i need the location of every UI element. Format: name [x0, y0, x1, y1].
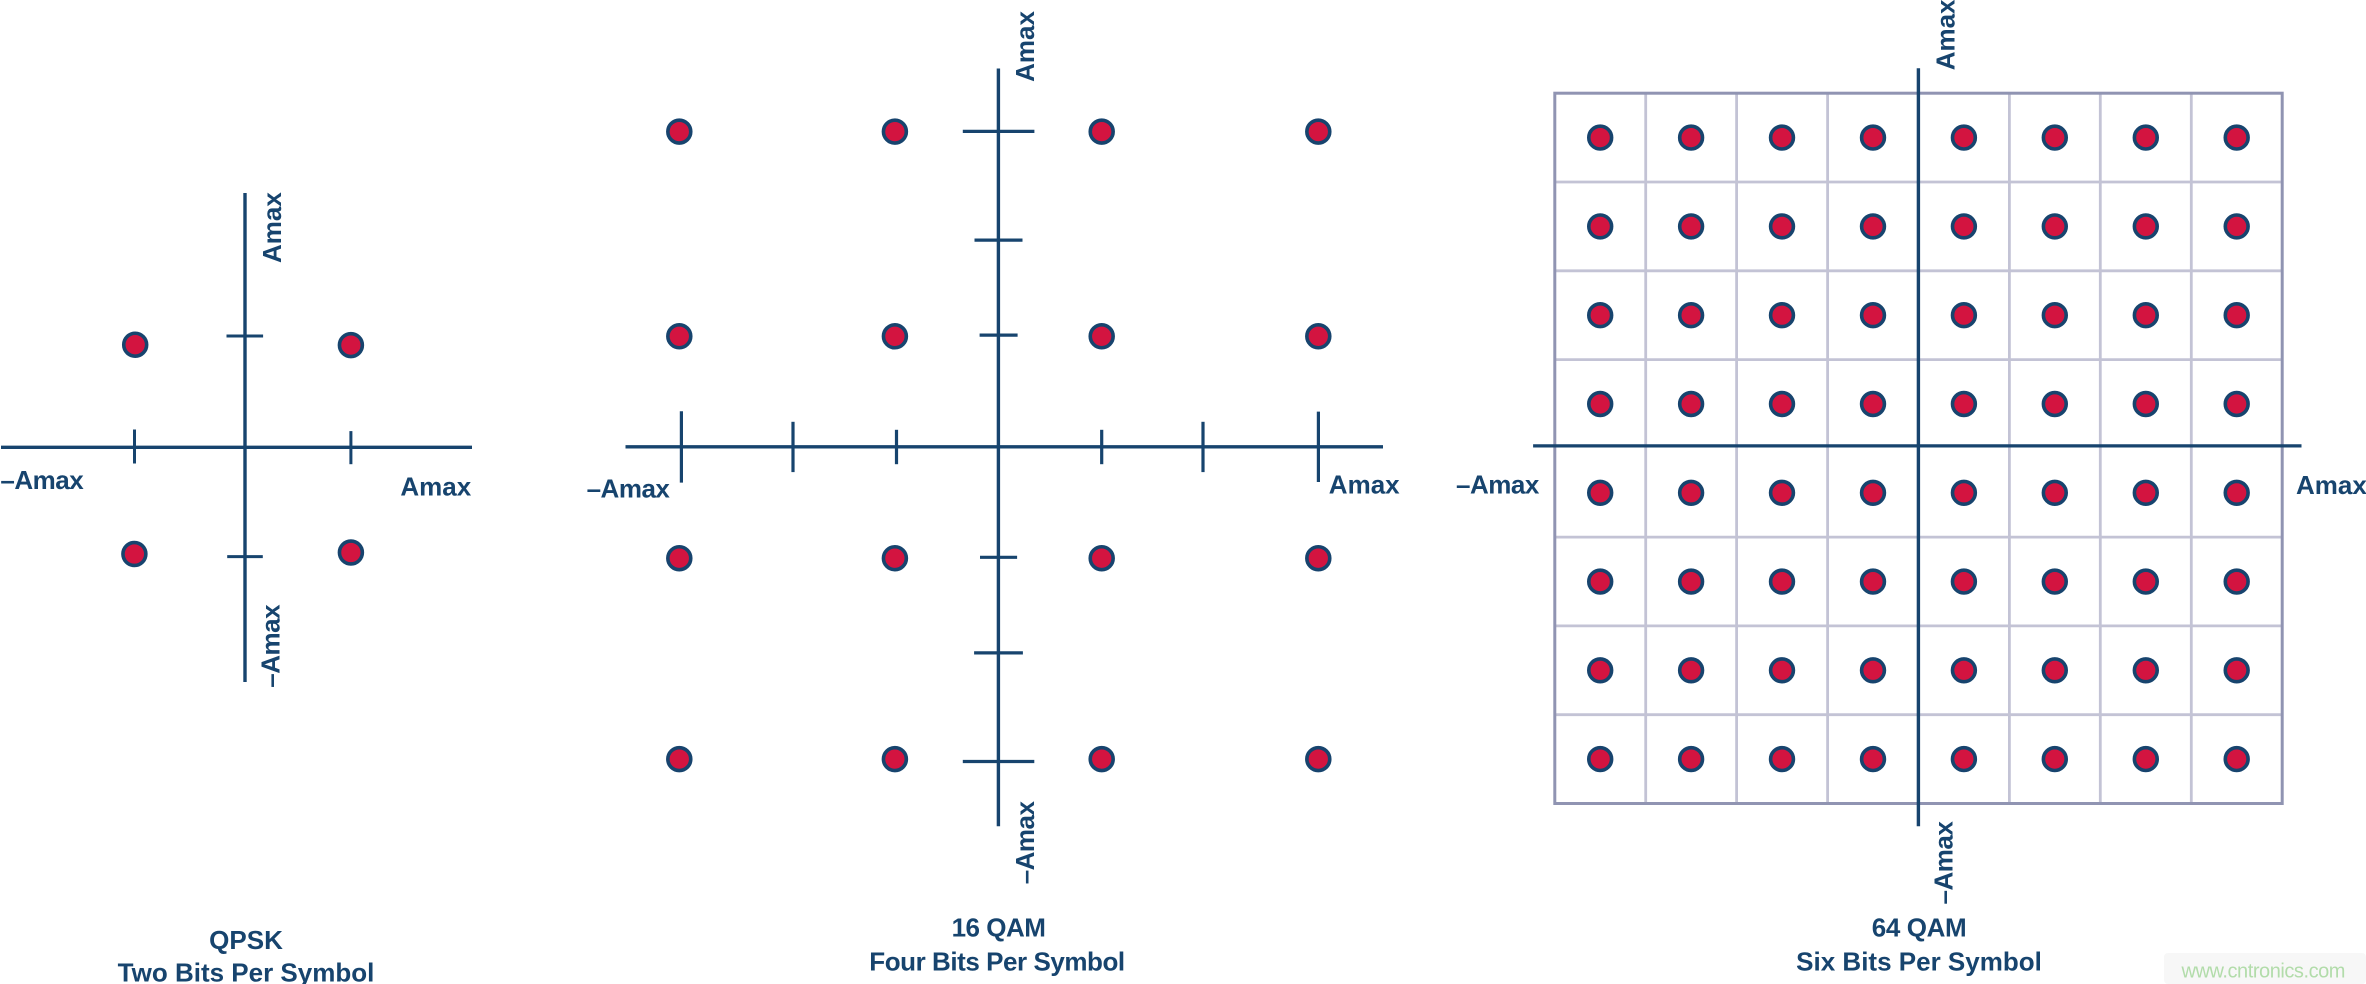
svg-text:Six Bits Per Symbol: Six Bits Per Symbol: [1796, 946, 2042, 976]
svg-text:16 QAM: 16 QAM: [952, 913, 1046, 943]
svg-text:Amax: Amax: [1010, 11, 1040, 82]
svg-text:–Amax: –Amax: [0, 465, 84, 495]
svg-text:–Amax: –Amax: [255, 604, 285, 688]
svg-text:–Amax: –Amax: [1456, 470, 1540, 500]
svg-text:–Amax: –Amax: [1010, 800, 1040, 884]
svg-text:QPSK: QPSK: [209, 925, 283, 955]
svg-text:–Amax: –Amax: [587, 474, 671, 504]
svg-text:Four Bits Per Symbol: Four Bits Per Symbol: [869, 947, 1124, 977]
svg-text:Amax: Amax: [400, 472, 471, 502]
svg-text:Amax: Amax: [1329, 469, 1400, 499]
svg-text:Amax: Amax: [257, 192, 287, 263]
svg-text:–Amax: –Amax: [1928, 821, 1958, 905]
svg-text:Amax: Amax: [1930, 0, 1960, 70]
svg-text:64 QAM: 64 QAM: [1872, 912, 1966, 942]
svg-text:Two Bits Per Symbol: Two Bits Per Symbol: [118, 957, 375, 984]
svg-text:Amax: Amax: [2296, 470, 2366, 500]
svg-text:www.cntronics.com: www.cntronics.com: [2181, 961, 2346, 983]
